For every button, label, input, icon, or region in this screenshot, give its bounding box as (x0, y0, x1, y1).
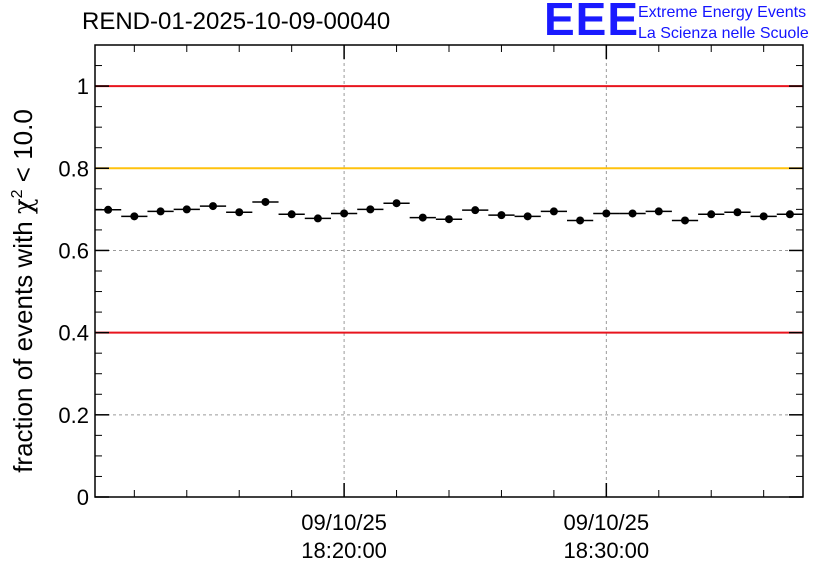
data-point (576, 216, 585, 225)
x-tick-label-date: 09/10/25 (301, 510, 387, 535)
data-point (235, 208, 244, 217)
y-tick-label: 0.4 (58, 321, 89, 346)
data-point (523, 212, 532, 221)
y-axis-label: fraction of events with χ2 < 10.0 (8, 109, 39, 473)
eee-logo: EEE (544, 0, 640, 45)
page-title: REND-01-2025-10-09-00040 (82, 8, 391, 35)
y-tick-label: 1 (77, 74, 89, 99)
x-tick-label-time: 18:20:00 (301, 538, 387, 563)
data-point (340, 209, 349, 218)
data-point (549, 207, 558, 216)
logo-line-1: Extreme Energy Events (638, 4, 807, 21)
data-point (471, 206, 480, 215)
data-point (209, 202, 217, 211)
data-point (418, 213, 427, 222)
x-tick-label-date: 09/10/25 (564, 510, 650, 535)
logo-line-2: La Scienza nelle Scuole (638, 25, 809, 42)
plot-frame (94, 44, 804, 498)
y-tick-label: 0 (77, 485, 89, 510)
data-point (681, 216, 689, 225)
data-point (707, 210, 716, 219)
y-tick-label: 0.8 (58, 156, 89, 181)
x-tick-label-time: 18:30:00 (564, 538, 650, 563)
data-point (156, 207, 165, 216)
data-point (182, 205, 191, 214)
y-tick-label: 0.2 (58, 403, 89, 428)
data-point (104, 205, 113, 214)
data-point (445, 215, 453, 224)
data-point (785, 210, 794, 219)
data-point (733, 208, 742, 217)
data-points (95, 197, 803, 225)
data-point (313, 214, 322, 223)
data-point (287, 210, 296, 219)
x-axis: 09/10/25 18:20:00 09/10/25 18:30:00 (133, 45, 765, 563)
data-point (261, 197, 270, 206)
data-point (392, 199, 401, 208)
grid-layer (95, 45, 803, 498)
data-point (130, 212, 139, 221)
data-point (366, 205, 375, 214)
data-point (628, 209, 637, 218)
y-tick-label: 0.6 (58, 238, 89, 263)
data-point (497, 211, 506, 220)
y-axis: 0 0.2 0.4 0.6 0.8 1 (58, 44, 803, 510)
data-point (759, 212, 768, 221)
reference-lines (95, 85, 803, 334)
data-point (602, 209, 611, 218)
data-point (654, 207, 663, 216)
